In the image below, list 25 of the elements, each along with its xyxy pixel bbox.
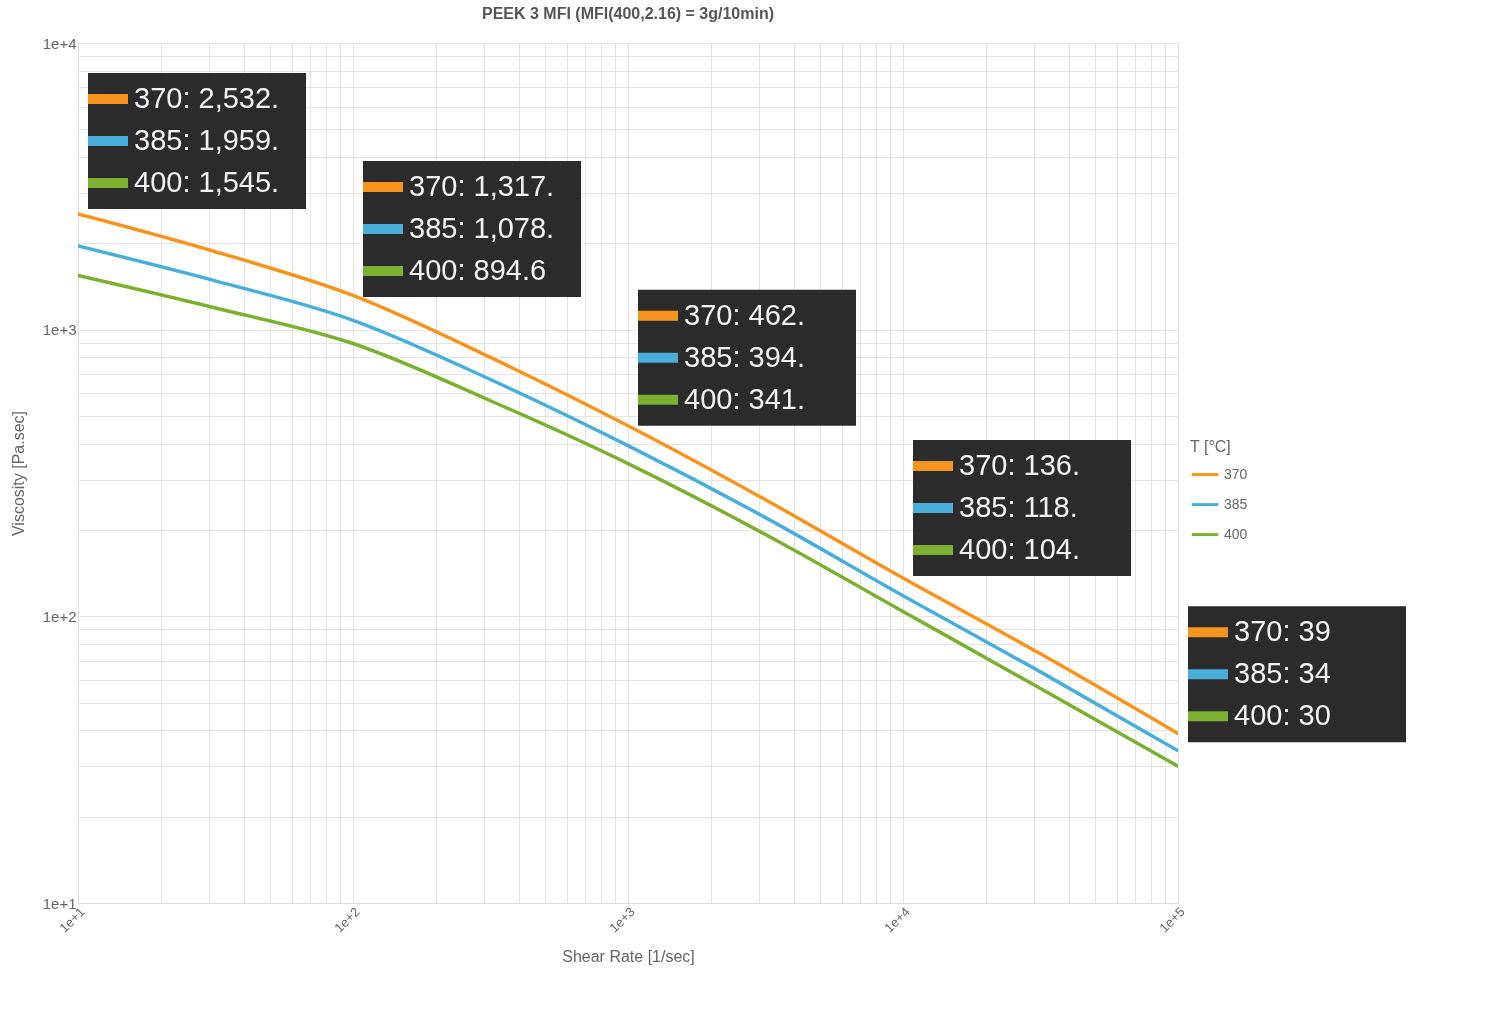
legend-label: 400 xyxy=(1224,525,1248,542)
annotation: 370: 2,532. xyxy=(134,82,280,115)
y-tick-label: 1e+3 xyxy=(42,321,77,339)
annotation: 400: 341. xyxy=(684,382,805,415)
annotation: 385: 1,078. xyxy=(409,212,555,245)
annotation: 370: 462. xyxy=(684,298,805,331)
y-axis-title: Viscosity [Pa.sec] xyxy=(9,410,27,537)
text: 370: 39 xyxy=(1234,615,1331,648)
annotation: 400: 1,545. xyxy=(134,166,280,199)
annotation: 400: 894.6 xyxy=(409,254,547,287)
annotation: 385: 394. xyxy=(684,340,805,373)
y-tick-label: 1e+4 xyxy=(42,34,77,52)
chart-title: PEEK 3 MFI (MFI(400,2.16) = 3g/10min) xyxy=(481,5,775,22)
annotation: 370: 1,317. xyxy=(409,170,555,203)
annotation: 400: 104. xyxy=(959,532,1080,565)
annotation: 385: 118. xyxy=(959,490,1078,523)
text: 400: 30 xyxy=(1234,699,1331,732)
legend-label: 370 xyxy=(1224,465,1248,482)
text: 385: 34 xyxy=(1234,657,1331,690)
annotation: 385: 1,959. xyxy=(134,124,280,157)
y-tick-label: 1e+2 xyxy=(42,607,77,625)
annotation: 370: 136. xyxy=(959,448,1080,481)
legend-label: 385 xyxy=(1224,495,1248,512)
legend-title: T [°C] xyxy=(1190,437,1231,455)
x-axis-title: Shear Rate [1/sec] xyxy=(562,948,695,966)
